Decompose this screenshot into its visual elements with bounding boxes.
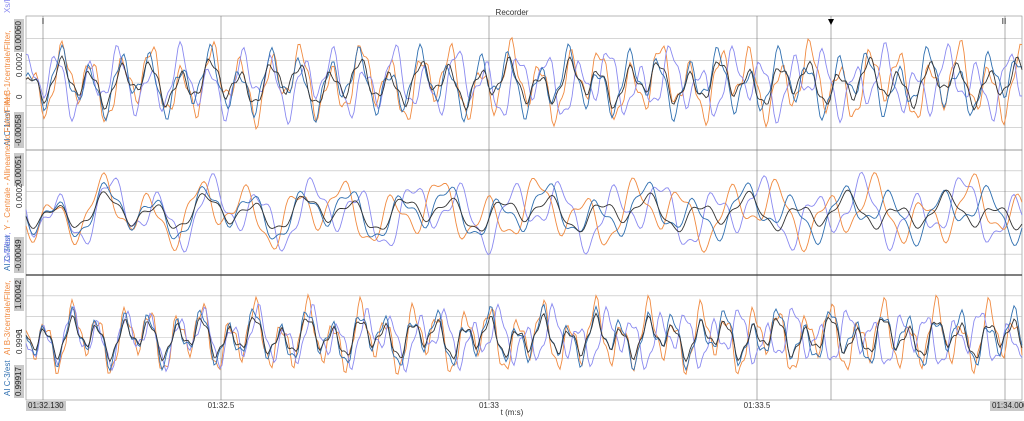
y-max-label: 1.00042 xyxy=(14,278,24,311)
series-line-panel-2-2 xyxy=(25,172,1023,253)
x-tick-label: 01:33 xyxy=(478,401,500,410)
y-min-label: -0.00058 xyxy=(14,112,24,148)
y-tick-label: 0.0002 xyxy=(15,183,24,208)
series-line-panel-1-2 xyxy=(25,40,1023,126)
channel-label: AI B-3/centrale/Filter, xyxy=(3,280,12,355)
cursor-marker-1: I xyxy=(41,17,45,26)
x-tick-label: 01:33.5 xyxy=(743,401,771,410)
y-tick-label: 0.9996 xyxy=(15,329,24,354)
range-start-label: 01:32.130 xyxy=(26,401,66,411)
y-max-label: 0.00060 xyxy=(14,19,24,52)
y-min-label: -0.00049 xyxy=(14,237,24,273)
series-line-panel-3-3 xyxy=(25,303,1023,372)
x-axis-label: t (m:s) xyxy=(500,408,524,417)
series-line-panel-2-3 xyxy=(25,181,1023,247)
series-line-panel-1-4 xyxy=(25,55,1023,111)
series-line-panel-1-1 xyxy=(25,36,1023,130)
cursor-marker-2: II xyxy=(1001,17,1007,26)
series-line-panel-2-4 xyxy=(25,189,1023,233)
series-line-panel-3-4 xyxy=(25,312,1023,363)
channel-label: Xs/Filter, xyxy=(3,0,12,13)
range-end-label: 01:34.000 xyxy=(990,401,1024,411)
channel-label: Zs/Filter, xyxy=(3,232,12,264)
x-tick-label: 01:32.5 xyxy=(207,401,235,410)
channel-label: Y - Centrale - Allineamento Fatto/Filter… xyxy=(3,92,12,230)
series-line-panel-3-1 xyxy=(25,293,1023,376)
y-tick-label: 0 xyxy=(15,94,24,99)
y-max-label: 0.00051 xyxy=(14,153,24,186)
channel-label: AI C-3/est xyxy=(3,360,12,396)
cursor-triangle-icon xyxy=(828,19,834,25)
chart-title: Recorder xyxy=(495,8,529,17)
y-tick-label: 0.0002 xyxy=(15,52,24,77)
series-line-panel-2-1 xyxy=(25,171,1023,256)
y-min-label: 0.99917 xyxy=(14,365,24,398)
